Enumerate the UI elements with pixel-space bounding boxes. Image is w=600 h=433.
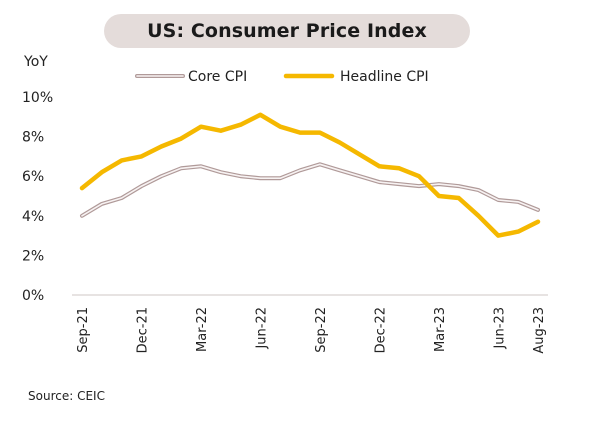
y-tick-label: 0% <box>22 288 44 304</box>
y-tick-label: 10% <box>22 90 53 106</box>
chart-title: US: Consumer Price Index <box>147 20 427 42</box>
legend: Core CPI Headline CPI <box>135 69 429 85</box>
y-tick-label: 2% <box>22 248 44 264</box>
x-tick-label: Mar-22 <box>195 307 210 352</box>
x-tick-label: Dec-22 <box>373 307 388 353</box>
x-tick-label: Sep-22 <box>314 307 329 353</box>
x-tick-label: Aug-23 <box>532 307 547 354</box>
series-line-headline-cpi <box>79 112 541 238</box>
legend-label-headline-cpi: Headline CPI <box>340 69 429 85</box>
series-line-core-cpi <box>81 163 539 217</box>
source-note: Source: CEIC <box>28 389 105 403</box>
axes: YoY 0% 2% 4% 6% 8% 10% Sep-21 Dec-21 Mar-22 Jun-22… <box>22 54 548 354</box>
series-lines <box>79 112 541 238</box>
y-tick-label: 6% <box>22 169 44 185</box>
y-axis-label: YoY <box>23 54 48 70</box>
x-tick-label: Mar-23 <box>433 307 448 352</box>
legend-label-core-cpi: Core CPI <box>188 69 247 85</box>
chart-title-pill: US: Consumer Price Index <box>104 14 470 48</box>
y-tick-label: 4% <box>22 209 44 225</box>
x-tick-label: Jun-23 <box>492 307 507 350</box>
x-tick-label: Jun-22 <box>254 307 269 350</box>
x-tick-label: Sep-21 <box>76 307 91 353</box>
y-tick-label: 8% <box>22 130 44 146</box>
x-tick-label: Dec-21 <box>135 307 150 353</box>
